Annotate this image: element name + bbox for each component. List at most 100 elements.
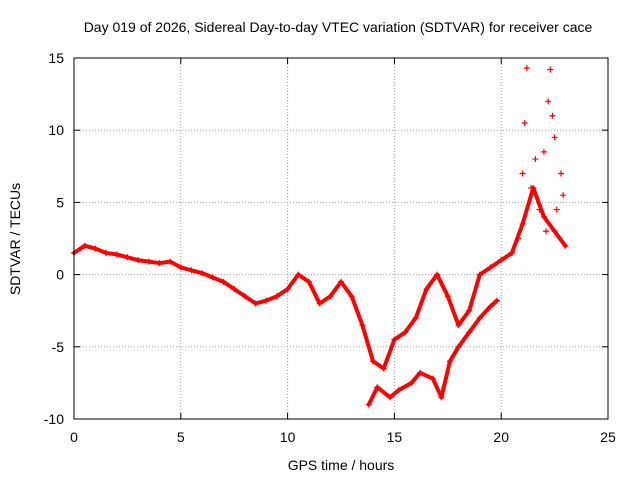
data-point bbox=[92, 245, 99, 252]
data-point bbox=[519, 221, 526, 228]
data-point bbox=[316, 300, 323, 307]
data-point bbox=[515, 235, 522, 242]
data-point bbox=[135, 257, 142, 264]
series-trace bbox=[72, 185, 568, 371]
data-point bbox=[444, 293, 451, 300]
data-point bbox=[476, 271, 483, 278]
data-point bbox=[295, 271, 302, 278]
data-point bbox=[528, 184, 535, 191]
grid-lines bbox=[74, 58, 608, 419]
data-point bbox=[387, 394, 394, 401]
data-points bbox=[71, 65, 569, 408]
x-axis-label: GPS time / hours bbox=[288, 457, 395, 473]
x-tick-label: 5 bbox=[177, 429, 185, 445]
x-tick-label: 25 bbox=[600, 429, 616, 445]
data-point bbox=[81, 242, 88, 249]
series-2 bbox=[515, 65, 567, 242]
data-point bbox=[545, 98, 552, 105]
data-point bbox=[423, 286, 430, 293]
x-tick-label: 15 bbox=[387, 429, 403, 445]
data-point bbox=[562, 242, 569, 249]
data-point bbox=[487, 264, 494, 271]
data-point bbox=[487, 303, 494, 310]
data-point bbox=[167, 258, 174, 265]
data-point bbox=[536, 206, 543, 213]
data-point bbox=[391, 336, 398, 343]
data-point bbox=[199, 270, 206, 277]
data-point bbox=[220, 278, 227, 285]
x-tick-label: 0 bbox=[70, 429, 78, 445]
data-point bbox=[519, 170, 526, 177]
data-point bbox=[370, 358, 377, 365]
series-trace bbox=[366, 298, 499, 407]
data-point bbox=[417, 369, 424, 376]
data-point bbox=[521, 119, 528, 126]
data-point bbox=[156, 260, 163, 267]
data-point bbox=[395, 387, 402, 394]
data-point bbox=[549, 112, 556, 119]
data-point bbox=[231, 286, 238, 293]
y-tick-label: -5 bbox=[52, 339, 65, 355]
y-tick-label: 5 bbox=[56, 194, 64, 210]
data-point bbox=[252, 300, 259, 307]
data-point bbox=[532, 156, 539, 163]
data-point bbox=[540, 213, 547, 220]
data-point bbox=[455, 343, 462, 350]
data-point bbox=[273, 293, 280, 300]
data-point bbox=[188, 267, 195, 274]
data-point bbox=[103, 249, 110, 256]
data-point bbox=[327, 293, 334, 300]
data-point bbox=[466, 329, 473, 336]
data-point bbox=[498, 257, 505, 264]
data-point bbox=[263, 297, 270, 304]
data-point bbox=[543, 228, 550, 235]
data-point bbox=[508, 249, 515, 256]
x-tick-label: 20 bbox=[493, 429, 509, 445]
data-point bbox=[284, 286, 291, 293]
series-0 bbox=[71, 184, 569, 372]
data-point bbox=[305, 278, 312, 285]
data-point bbox=[380, 365, 387, 372]
y-tick-label: 10 bbox=[48, 122, 64, 138]
data-point bbox=[466, 307, 473, 314]
data-point bbox=[551, 228, 558, 235]
data-point bbox=[408, 379, 415, 386]
y-tick-label: 0 bbox=[56, 267, 64, 283]
y-tick-label: 15 bbox=[48, 50, 64, 66]
y-tick-label: -10 bbox=[44, 411, 64, 427]
data-point bbox=[374, 384, 381, 391]
chart-title: Day 019 of 2026, Sidereal Day-to-day VTE… bbox=[84, 19, 593, 35]
data-point bbox=[209, 274, 216, 281]
axis-ticks: 0 5 10 15 20 25 -10 -5 0 5 10 15 bbox=[44, 50, 616, 445]
data-point bbox=[124, 254, 131, 261]
data-point bbox=[348, 293, 355, 300]
data-point bbox=[446, 358, 453, 365]
data-point bbox=[429, 375, 436, 382]
data-point bbox=[551, 134, 558, 141]
data-point bbox=[523, 65, 530, 72]
data-point bbox=[476, 314, 483, 321]
data-point bbox=[540, 148, 547, 155]
series-1 bbox=[365, 297, 500, 408]
data-point bbox=[113, 251, 120, 258]
data-point bbox=[493, 297, 500, 304]
plot-frame bbox=[73, 57, 609, 420]
data-point bbox=[455, 322, 462, 329]
data-point bbox=[402, 329, 409, 336]
data-point bbox=[241, 293, 248, 300]
data-point bbox=[338, 278, 344, 285]
data-point bbox=[145, 258, 152, 265]
y-axis-label: SDTVAR / TECUs bbox=[7, 183, 23, 295]
data-point bbox=[412, 314, 419, 321]
data-point bbox=[359, 322, 366, 329]
data-point bbox=[558, 170, 565, 177]
data-point bbox=[553, 206, 560, 213]
data-point bbox=[560, 192, 567, 199]
data-point bbox=[365, 401, 372, 408]
data-point bbox=[547, 66, 554, 73]
data-point bbox=[438, 394, 445, 401]
x-tick-label: 10 bbox=[280, 429, 296, 445]
data-point bbox=[177, 264, 184, 271]
data-point bbox=[434, 271, 441, 278]
